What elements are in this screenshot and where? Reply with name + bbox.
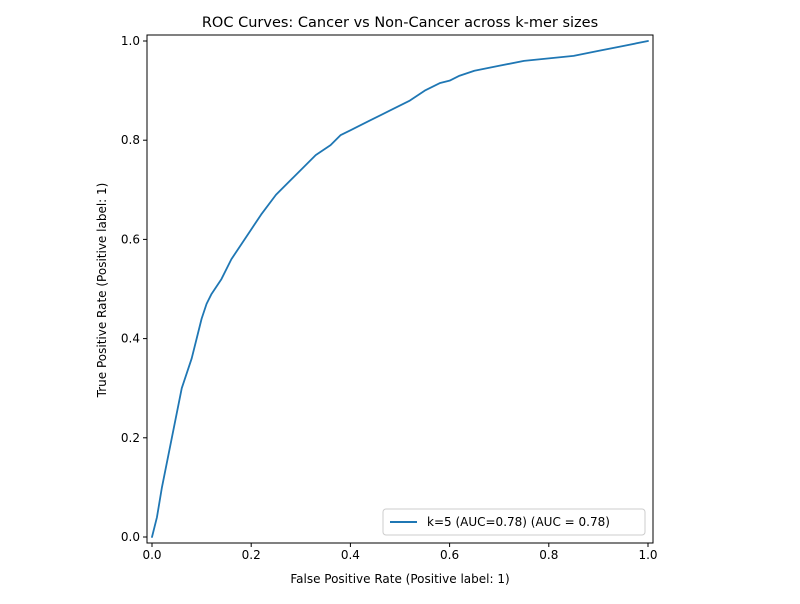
x-axis-label: False Positive Rate (Positive label: 1) xyxy=(290,572,509,586)
x-tick-label: 1.0 xyxy=(638,548,657,562)
y-axis-label: True Positive Rate (Positive label: 1) xyxy=(95,183,109,399)
chart-title: ROC Curves: Cancer vs Non-Cancer across … xyxy=(202,15,598,31)
axes-layer: 0.0 0.2 0.4 0.6 0.8 1.0 0.0 0.2 0.4 0.6 0.8 1.0 xyxy=(121,34,658,562)
x-tick-label: 0.6 xyxy=(440,548,459,562)
x-tick-label: 0.8 xyxy=(539,548,558,562)
x-tick-label: 0.2 xyxy=(242,548,261,562)
x-tick-label: 0.0 xyxy=(142,548,161,562)
x-tick-label: 0.4 xyxy=(341,548,360,562)
legend-label: k=5 (AUC=0.78) (AUC = 0.78) xyxy=(427,515,610,529)
y-tick-label: 0.8 xyxy=(121,133,140,147)
y-tick-label: 0.2 xyxy=(121,431,140,445)
y-tick-label: 1.0 xyxy=(121,34,140,48)
legend: k=5 (AUC=0.78) (AUC = 0.78) xyxy=(382,508,646,536)
roc-curve-line xyxy=(151,40,649,538)
y-tick-label: 0.4 xyxy=(121,332,140,346)
plot-frame xyxy=(146,34,654,544)
legend-box xyxy=(382,508,646,536)
plot-layer xyxy=(151,40,649,538)
y-tick-label: 0.6 xyxy=(121,232,140,246)
y-tick-label: 0.0 xyxy=(121,530,140,544)
